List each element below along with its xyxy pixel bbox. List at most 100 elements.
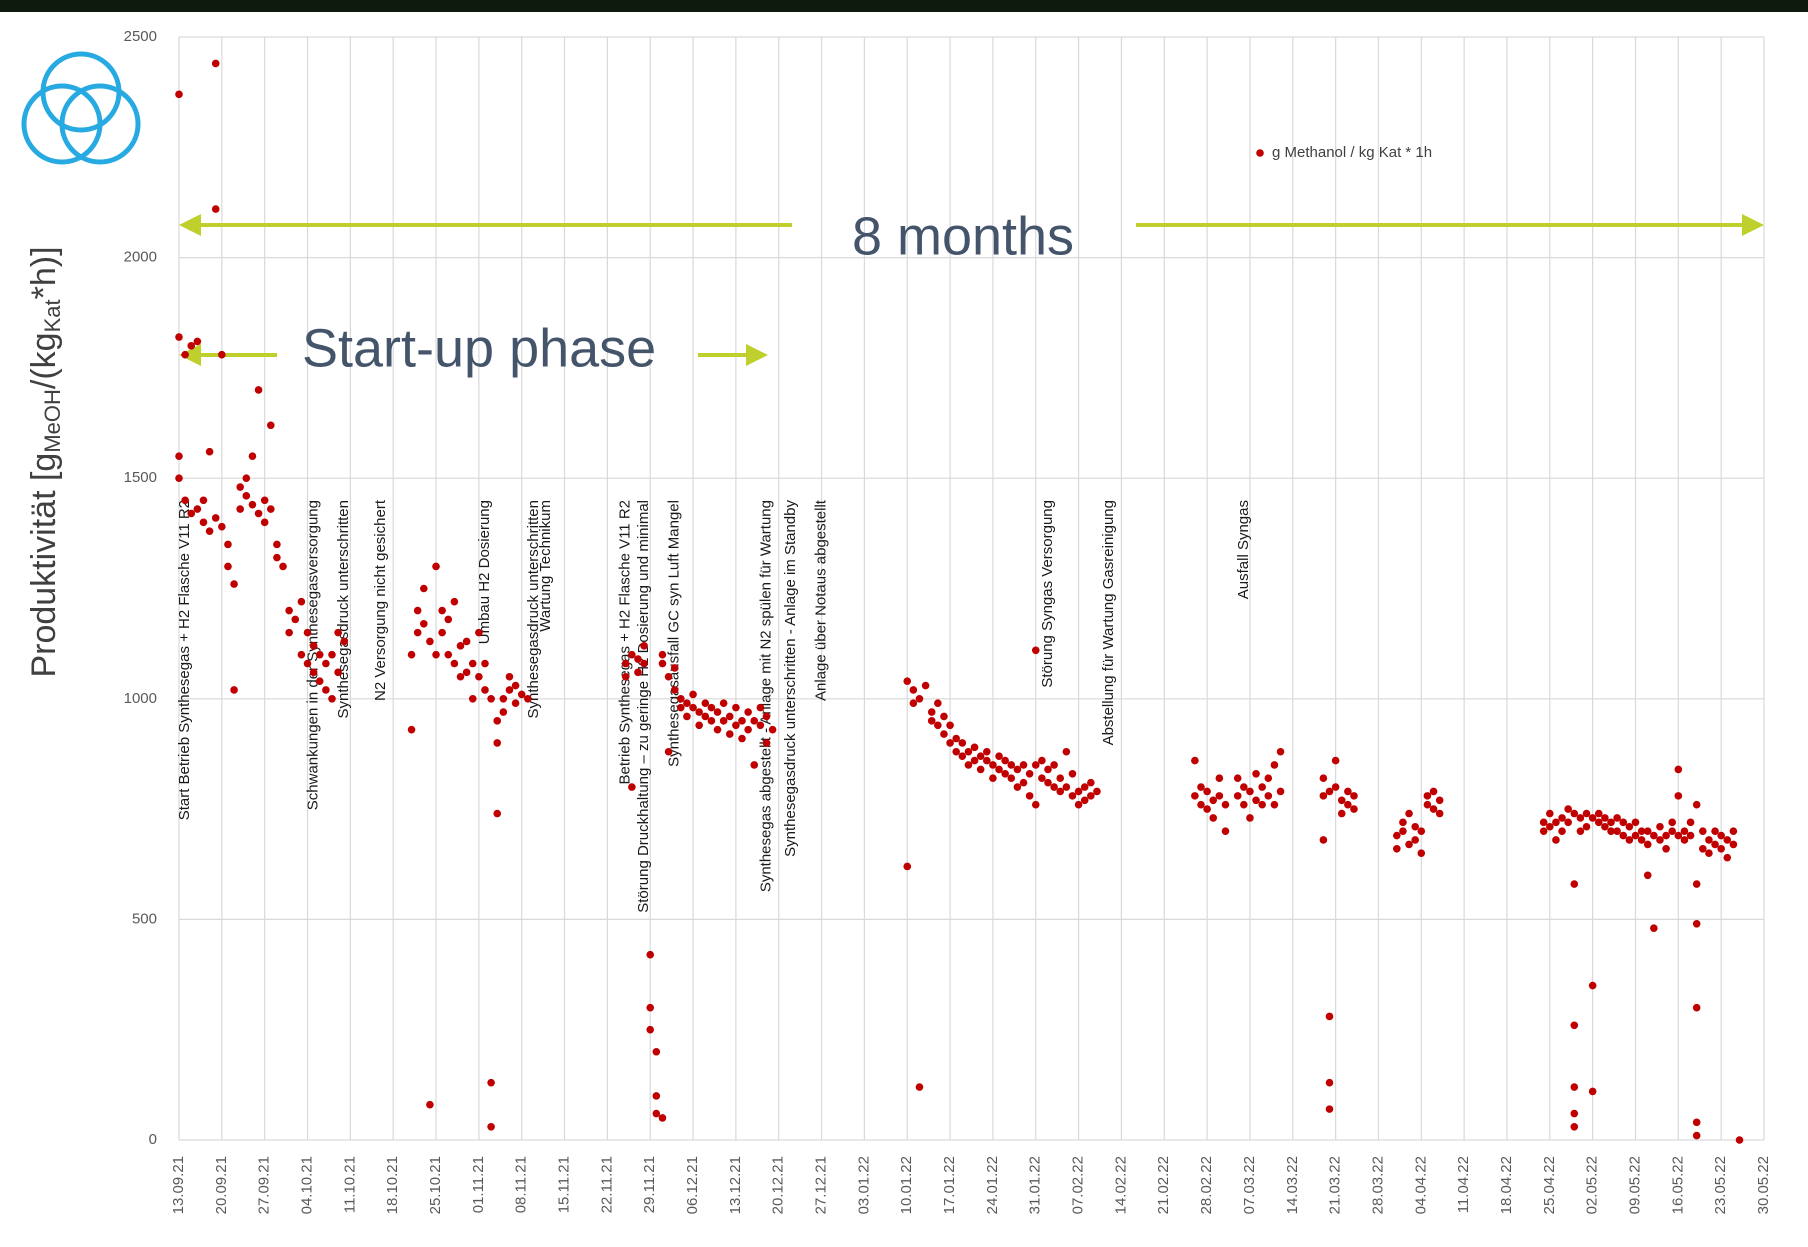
point: [1062, 747, 1071, 756]
point: [254, 509, 263, 518]
point: [328, 650, 336, 659]
point: [1068, 770, 1077, 778]
y-tick-label: 1000: [124, 690, 157, 707]
point: [1087, 792, 1095, 800]
point: [1570, 1083, 1579, 1091]
point: [438, 606, 446, 615]
point: [1319, 774, 1328, 783]
point: [193, 337, 202, 346]
legend-label: g Methanol / kg Kat * 1h: [1272, 144, 1432, 161]
point: [995, 752, 1003, 760]
point: [273, 540, 281, 549]
point: [1252, 796, 1260, 805]
point: [1031, 800, 1040, 809]
point: [1246, 814, 1254, 822]
point: [1258, 783, 1266, 791]
point: [1643, 871, 1652, 880]
point: [1215, 792, 1224, 800]
point: [230, 686, 238, 694]
point: [1240, 783, 1248, 791]
point: [199, 518, 208, 527]
x-tick-label: 02.05.22: [1584, 1156, 1601, 1214]
point: [419, 584, 428, 593]
point: [689, 703, 697, 712]
point: [952, 747, 961, 756]
point: [1637, 827, 1646, 835]
point: [224, 562, 232, 571]
annotation: Start Betrieb Synthesegas + H2 Flasche V…: [176, 500, 193, 820]
point: [1558, 814, 1566, 822]
point: [285, 628, 293, 637]
point: [1570, 1021, 1579, 1030]
point: [701, 712, 710, 721]
point: [995, 765, 1003, 774]
point: [487, 695, 495, 703]
point: [1619, 831, 1628, 840]
point: [438, 628, 446, 637]
point: [952, 734, 961, 743]
y-tick-label: 1500: [124, 469, 157, 486]
point: [689, 690, 697, 699]
point: [1650, 924, 1658, 933]
point: [481, 659, 489, 668]
point: [1270, 800, 1279, 809]
point: [340, 637, 349, 646]
point: [248, 452, 257, 460]
point: [1680, 836, 1689, 844]
x-tick-label: 23.05.22: [1712, 1156, 1729, 1214]
point: [1582, 809, 1591, 818]
annotation: Synthesegas abgestellt - Anlage mit N2 s…: [757, 500, 774, 892]
point: [1594, 818, 1603, 827]
point: [1564, 805, 1572, 813]
point: [187, 509, 196, 518]
point: [1668, 818, 1677, 827]
x-tick-label: 08.11.21: [513, 1156, 530, 1213]
point: [1668, 827, 1677, 835]
point: [1087, 778, 1095, 787]
annotation: Synthesegasdruck unterschritten: [525, 500, 542, 718]
point: [1699, 845, 1707, 853]
point: [1209, 796, 1218, 805]
point: [970, 756, 979, 765]
point: [1692, 1118, 1701, 1127]
annotation: Anlage über Notaus abgestellt: [813, 499, 830, 701]
x-tick-label: 21.02.22: [1155, 1156, 1172, 1214]
point: [468, 695, 477, 703]
point: [640, 642, 648, 650]
point: [493, 717, 502, 725]
point: [1711, 840, 1719, 849]
point: [266, 505, 275, 513]
point: [903, 862, 912, 871]
point: [640, 659, 648, 668]
point: [1723, 853, 1732, 862]
point: [1607, 827, 1615, 835]
point: [487, 1078, 495, 1087]
point: [927, 717, 936, 725]
point: [407, 725, 416, 734]
point: [1050, 761, 1058, 769]
arrow-head: [179, 344, 201, 366]
point: [1674, 831, 1683, 840]
point: [1405, 840, 1413, 849]
point: [309, 642, 318, 650]
point: [1692, 1003, 1701, 1012]
point: [744, 725, 752, 734]
point: [683, 712, 691, 721]
point: [1594, 809, 1603, 818]
point: [670, 664, 679, 672]
point: [1197, 783, 1205, 791]
x-tick-label: 04.10.21: [298, 1156, 315, 1214]
point: [1270, 761, 1279, 769]
x-tick-label: 14.02.22: [1112, 1156, 1129, 1214]
point: [1411, 822, 1419, 831]
point: [927, 708, 936, 716]
point: [328, 695, 336, 703]
x-tick-label: 17.01.22: [941, 1156, 958, 1214]
point: [677, 703, 685, 712]
point: [1680, 827, 1689, 835]
point: [236, 505, 244, 513]
point: [713, 708, 722, 716]
point: [1717, 831, 1725, 840]
point: [1331, 756, 1340, 765]
